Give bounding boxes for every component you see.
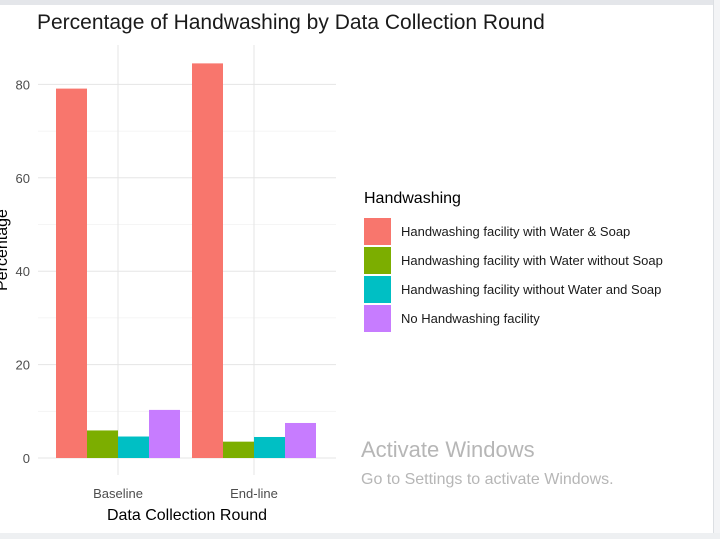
x-tick-label: End-line	[230, 486, 278, 501]
chart-title: Percentage of Handwashing by Data Collec…	[37, 11, 545, 34]
legend-items: Handwashing facility with Water & Soap Ha…	[364, 217, 663, 333]
activate-windows-watermark: Activate Windows Go to Settings to activ…	[361, 437, 614, 489]
legend-swatch	[364, 218, 391, 245]
grid-lines	[38, 45, 336, 475]
legend-item: Handwashing facility without Water and S…	[364, 275, 663, 304]
bar-baseline-series-3	[118, 436, 149, 458]
legend: Handwashing Handwashing facility with Wa…	[364, 190, 663, 333]
x-axis-title: Data Collection Round	[107, 507, 267, 524]
legend-swatch	[364, 305, 391, 332]
tick-labels: 0 20 40 60 80 Baseline End-line	[16, 77, 278, 501]
y-tick-label: 40	[16, 264, 30, 279]
bar-end-line-series-3	[254, 436, 285, 458]
legend-title: Handwashing	[364, 190, 461, 207]
legend-label: Handwashing facility without Water and S…	[401, 282, 662, 297]
bars	[56, 63, 316, 458]
y-tick-label: 20	[16, 358, 30, 373]
bar-baseline-series-4	[149, 409, 180, 458]
x-tick-label: Baseline	[93, 486, 143, 501]
watermark-subtitle: Go to Settings to activate Windows.	[361, 471, 614, 488]
y-axis-title: Percentage	[0, 209, 11, 291]
y-tick-label: 80	[16, 77, 30, 92]
y-tick-label: 60	[16, 171, 30, 186]
window-bottom-edge	[0, 533, 720, 539]
bar-end-line-series-4	[285, 422, 316, 458]
legend-item: Handwashing facility with Water without …	[364, 246, 663, 275]
legend-label: Handwashing facility with Water & Soap	[401, 224, 631, 239]
legend-swatch	[364, 276, 391, 303]
watermark-title: Activate Windows	[361, 437, 535, 462]
legend-item: Handwashing facility with Water & Soap	[364, 217, 663, 246]
legend-item: No Handwashing facility	[364, 304, 663, 333]
bar-baseline-series-2	[87, 430, 118, 458]
legend-label: Handwashing facility with Water without …	[401, 253, 663, 268]
bar-end-line-series-1	[192, 63, 223, 458]
y-tick-label: 0	[23, 451, 30, 466]
bar-baseline-series-1	[56, 88, 87, 458]
bar-end-line-series-2	[223, 441, 254, 458]
window-top-strip	[0, 0, 720, 5]
window-scrollbar[interactable]	[713, 0, 720, 539]
legend-label: No Handwashing facility	[401, 311, 540, 326]
legend-swatch	[364, 247, 391, 274]
